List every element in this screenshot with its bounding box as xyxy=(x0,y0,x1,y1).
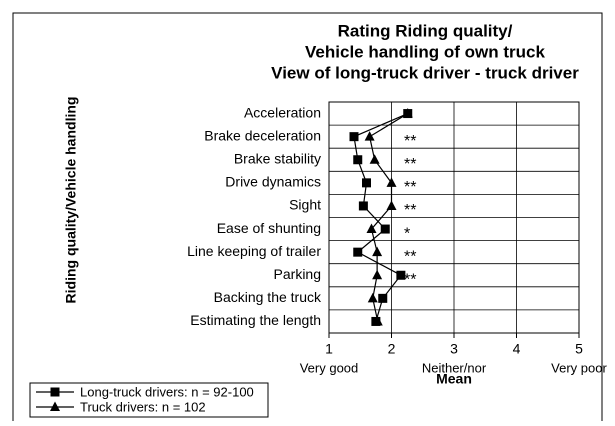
x-tick-label: 1 xyxy=(325,341,333,357)
x-tick-label: 5 xyxy=(575,341,583,357)
y-tick-label: Estimating the length xyxy=(190,312,321,328)
marker-triangle xyxy=(50,401,60,411)
marker-square xyxy=(362,178,371,188)
x-axis-label: Mean xyxy=(436,371,472,387)
legend-label: Truck drivers: n = 102 xyxy=(80,399,206,414)
marker-triangle xyxy=(366,223,377,234)
annotation: ** xyxy=(404,271,416,288)
y-tick-label: Brake stability xyxy=(234,150,321,166)
frame xyxy=(12,12,603,421)
annotation: ** xyxy=(404,156,416,173)
annotation: ** xyxy=(404,179,416,196)
marker-triangle xyxy=(372,246,383,257)
marker-triangle xyxy=(372,315,383,326)
scale-label: Very good xyxy=(300,360,359,375)
y-tick-label: Acceleration xyxy=(244,104,321,120)
annotation: ** xyxy=(404,133,416,150)
y-axis-label: Riding quality/Vehicle handling xyxy=(63,97,79,304)
scale-label: Very poor xyxy=(551,360,607,375)
marker-square xyxy=(353,247,363,257)
y-tick-label: Sight xyxy=(289,197,321,213)
marker-square xyxy=(380,224,390,234)
y-tick-label: Line keeping of trailer xyxy=(187,243,321,259)
annotation: ** xyxy=(404,202,416,219)
marker-triangle xyxy=(369,154,380,164)
x-tick-label: 2 xyxy=(388,341,396,357)
legend xyxy=(29,382,269,418)
marker-triangle xyxy=(386,200,397,210)
x-tick-label: 3 xyxy=(450,341,458,357)
marker-square xyxy=(349,132,359,142)
y-tick-label: Parking xyxy=(274,266,321,282)
marker-triangle xyxy=(367,292,378,303)
marker-square xyxy=(353,155,363,165)
chart-title: View of long-truck driver - truck driver xyxy=(271,63,579,82)
series-line xyxy=(353,112,408,322)
series-line xyxy=(368,113,409,322)
marker-triangle xyxy=(386,177,397,187)
legend-label: Long-truck drivers: n = 92-100 xyxy=(80,384,254,399)
y-tick-label: Backing the truck xyxy=(214,289,322,305)
y-tick-label: Ease of shunting xyxy=(217,220,321,236)
marker-triangle xyxy=(402,108,413,118)
annotation: * xyxy=(404,225,410,242)
marker-square xyxy=(358,201,368,211)
scale-label: Neither/nor xyxy=(422,360,487,375)
annotation: ** xyxy=(404,248,416,265)
chart-title: Vehicle handling of own truck xyxy=(305,42,545,61)
y-tick-label: Drive dynamics xyxy=(225,174,321,190)
marker-square xyxy=(378,293,388,303)
marker-square xyxy=(396,270,406,280)
marker-triangle xyxy=(372,269,383,280)
y-tick-label: Brake deceleration xyxy=(204,127,321,143)
chart-title: Rating Riding quality/ xyxy=(338,21,513,40)
x-tick-label: 4 xyxy=(513,341,521,357)
marker-triangle xyxy=(364,131,375,141)
marker-square xyxy=(50,387,60,397)
